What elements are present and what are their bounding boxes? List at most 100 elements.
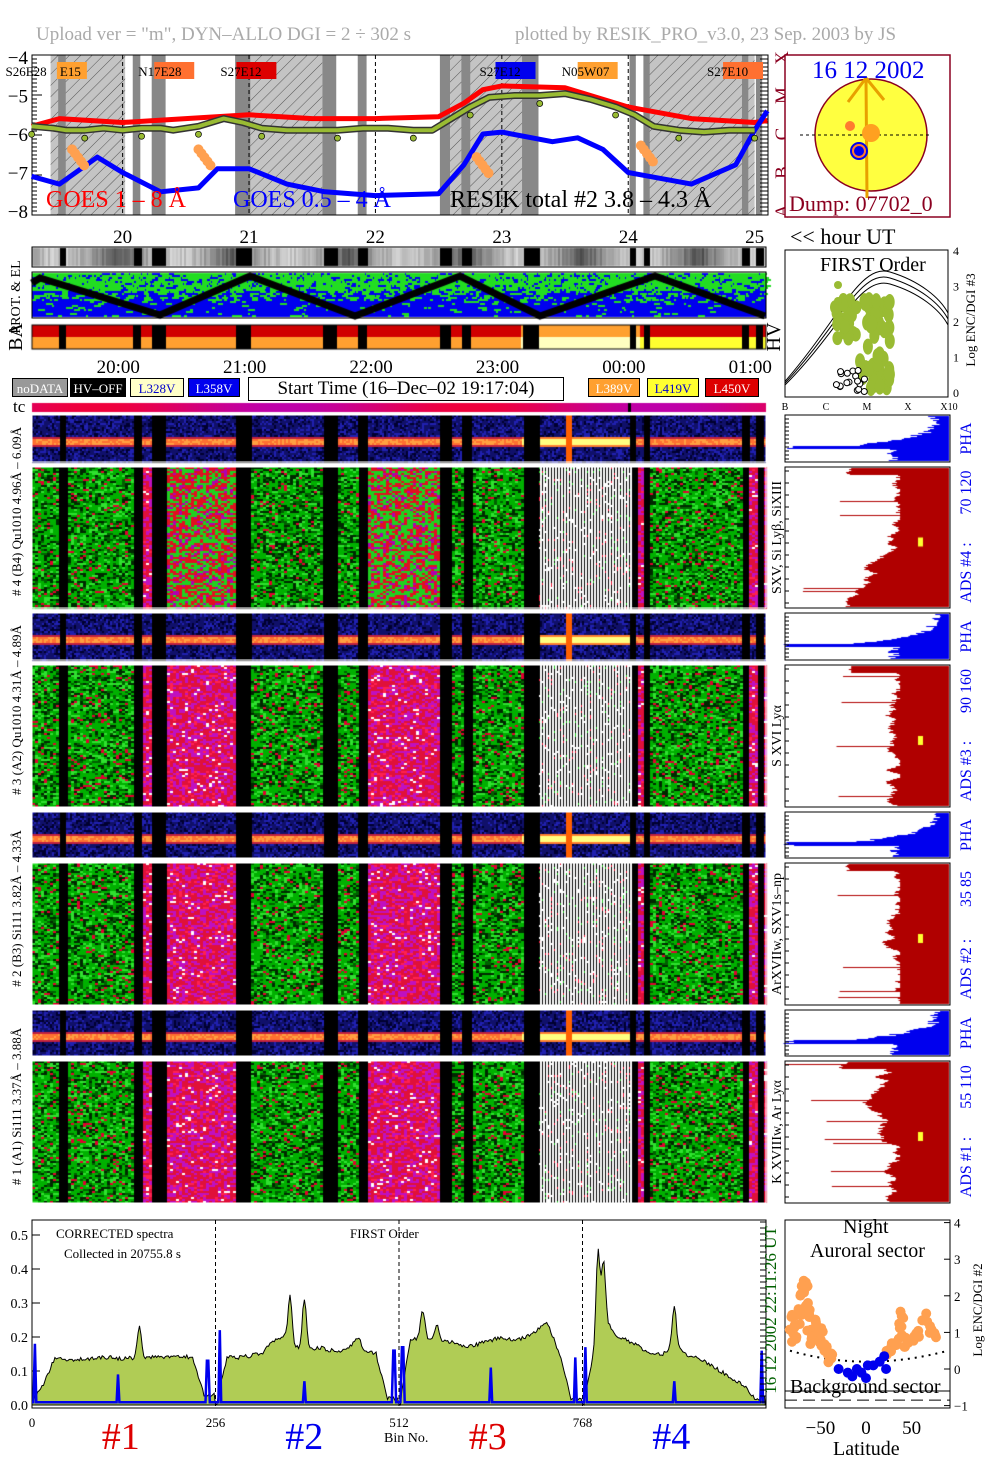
hour-label: 20 <box>113 227 132 248</box>
legend-box-l450v: L450V <box>705 378 759 397</box>
model-curve <box>784 270 949 382</box>
background-point <box>881 1364 892 1374</box>
aurora-x-tick: 0 <box>861 1418 871 1439</box>
first-order-x-tick: X <box>904 402 912 413</box>
particle-panel-frame <box>31 271 767 319</box>
auroral-point <box>804 1304 815 1315</box>
spectrum-y-tick: 0.0 <box>11 1399 29 1414</box>
resik-point <box>466 111 474 119</box>
ads-label: ADS #2 : <box>958 939 975 999</box>
resik-curve <box>31 91 755 135</box>
legend-resik: RESIK total #2 3.8 – 4.3 Å <box>450 187 712 213</box>
first-order-point <box>860 294 871 311</box>
data-gap-bar <box>741 55 749 215</box>
first-order-point <box>834 281 842 289</box>
threshold-curve <box>789 1349 949 1363</box>
spectrum-y-tick: 0.4 <box>11 1263 29 1278</box>
first-order-y-tick: 4 <box>953 244 959 258</box>
auroral-point <box>802 1281 813 1292</box>
aurora-y-tick: 0 <box>954 1362 961 1377</box>
first-order-point <box>867 315 878 332</box>
aurora-y-tick: 2 <box>954 1289 961 1304</box>
pha-label: PHA <box>958 819 975 851</box>
hv-label: HV <box>763 322 785 351</box>
channel-left-label: # 4 (B4) Qu1010 4.96Å – 6.09Å <box>9 426 24 596</box>
active-region-label: E15 <box>60 64 81 79</box>
first-order-point <box>879 322 890 339</box>
histogram-frame <box>784 811 951 859</box>
active-region-box <box>577 62 618 79</box>
histogram-frame <box>784 1009 951 1057</box>
y-tick-label: −6 <box>8 125 28 146</box>
ads-range: 90 160 <box>958 669 975 713</box>
spectrum-subtitle: Collected in 20755.8 s <box>64 1246 181 1261</box>
background-point <box>833 1364 844 1374</box>
auroral-point <box>917 1315 928 1326</box>
first-order-y-tick: 0 <box>953 386 959 400</box>
histogram-frame <box>784 1060 951 1204</box>
resik-point <box>334 134 341 142</box>
hour-label: 21 <box>240 227 259 248</box>
aurora-frame <box>784 1219 951 1409</box>
legend-goes-long: GOES 1 – 8 Å <box>46 187 187 213</box>
data-gap-bar <box>755 55 763 215</box>
first-order-point <box>884 365 895 382</box>
spectrogram-frame <box>31 414 767 463</box>
model-curve <box>784 282 949 386</box>
legend-box-l419v: L419V <box>647 378 699 397</box>
spectrum-area <box>31 1248 766 1406</box>
spectrum-x-tick: 768 <box>573 1415 593 1430</box>
night-excursion-point <box>205 160 216 171</box>
y-tick-label: −5 <box>8 87 28 108</box>
crystal-label: #3 <box>468 1416 507 1458</box>
first-order-x-tick: M <box>863 402 872 413</box>
spectrum-title: CORRECTED spectra <box>56 1226 174 1241</box>
sun-dump: Dump: 07702_0 <box>789 191 933 216</box>
auroral-point <box>911 1328 922 1339</box>
pha-label: PHA <box>958 1017 975 1049</box>
first-order-open-point <box>855 385 863 393</box>
spectrum-order-label: FIRST Order <box>350 1226 419 1241</box>
first-order-panel: 0 1 2 3 4 B C M X X10 Log ENC/DGI #3 <box>782 244 978 413</box>
first-order-point <box>883 306 894 323</box>
spectrogram-frame <box>31 1009 767 1057</box>
spectrum-x-tick: 512 <box>389 1415 409 1430</box>
crystal-label: #2 <box>285 1416 324 1458</box>
spectrum-x-tick: 256 <box>206 1415 226 1430</box>
first-order-ylabel: Log ENC/DGI #3 <box>963 273 978 366</box>
ads-label: ADS #1 : <box>958 1137 975 1197</box>
first-order-y-tick: 2 <box>953 315 959 329</box>
data-gap-bar <box>58 55 66 215</box>
auroral-point <box>811 1320 822 1331</box>
night-excursion-point <box>647 156 658 167</box>
auroral-point <box>787 1336 798 1347</box>
first-order-y-tick: 3 <box>953 280 959 294</box>
spectrum-panel: 0.0 0.1 0.2 0.3 0.4 0.5 0 256 512 768 <box>11 1219 767 1430</box>
channel-lines-label: K XVIIIw, Ar Lyα <box>770 1080 785 1184</box>
data-gap-bar <box>461 55 471 215</box>
data-gap-bar <box>439 55 451 215</box>
active-region-box <box>723 62 764 79</box>
aurora-y-tick: −1 <box>954 1399 968 1414</box>
time-label: 00:00 <box>602 357 646 378</box>
active-region-label: S27E12 <box>480 64 521 79</box>
first-order-point <box>874 378 885 395</box>
resik-point <box>612 111 619 119</box>
resik-point <box>675 134 683 142</box>
hour-label: 23 <box>492 227 511 248</box>
aurora-y-tick: 4 <box>954 1216 961 1231</box>
active-region-box <box>236 62 277 79</box>
spectrogram-frame <box>31 1060 767 1204</box>
auroral-point <box>896 1330 907 1341</box>
histogram-frame <box>784 664 951 808</box>
goes-long-curve <box>30 83 768 129</box>
data-gap-bar <box>357 55 367 215</box>
data-gap-bar <box>629 55 636 215</box>
first-order-x-tick: C <box>823 402 830 413</box>
crystal-label: #4 <box>652 1416 691 1458</box>
crystal-label: #1 <box>101 1416 140 1458</box>
first-order-open-point <box>832 381 840 389</box>
aurora-y-tick: 1 <box>954 1325 961 1340</box>
